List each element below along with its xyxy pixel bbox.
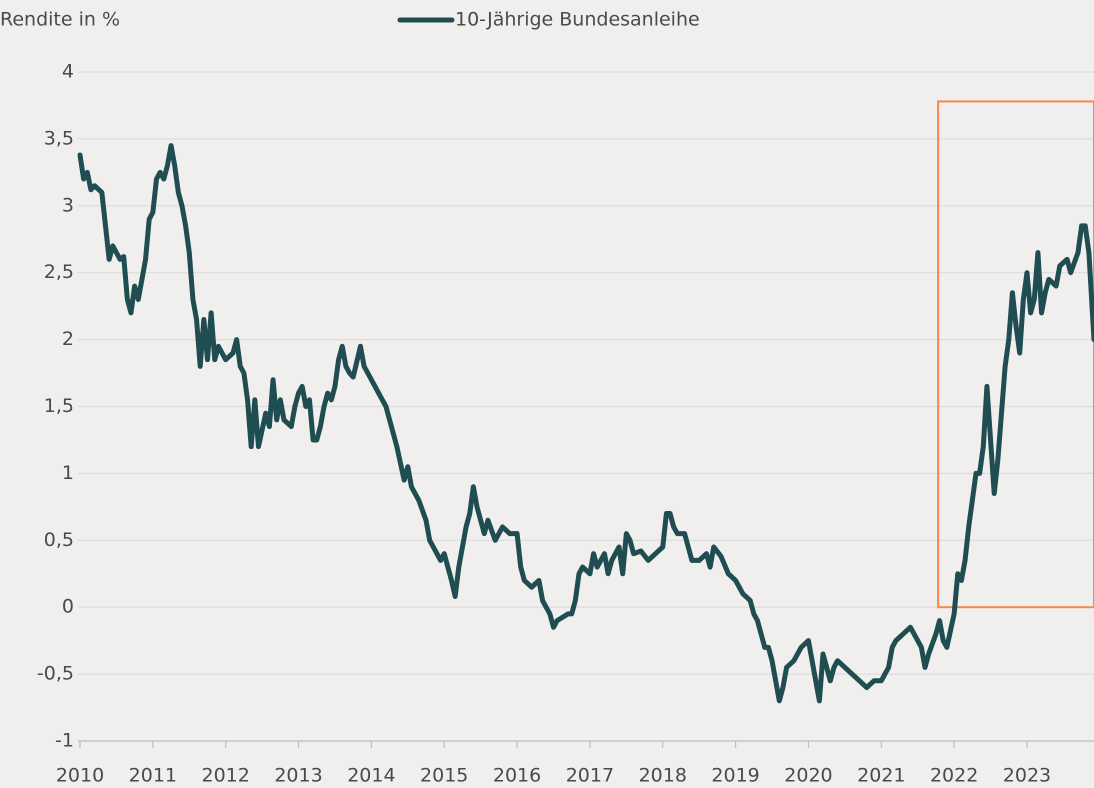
x-tick-label: 2017 bbox=[566, 765, 614, 787]
y-tick-label: 1 bbox=[62, 462, 74, 484]
x-tick-label: 2020 bbox=[784, 765, 832, 787]
x-tick-label: 2019 bbox=[711, 765, 759, 787]
x-tick-label: 2022 bbox=[930, 765, 978, 787]
y-tick-label: 2 bbox=[62, 328, 74, 350]
legend-label: 10-Jährige Bundesanleihe bbox=[455, 9, 700, 31]
x-tick-label: 2010 bbox=[56, 765, 104, 787]
x-tick-label: 2011 bbox=[129, 765, 177, 787]
y-tick-label: 2,5 bbox=[44, 261, 74, 283]
y-tick-label: 3 bbox=[62, 194, 74, 216]
x-tick-label: 2018 bbox=[639, 765, 687, 787]
x-tick-label: 2012 bbox=[202, 765, 250, 787]
x-tick-label: 2016 bbox=[493, 765, 541, 787]
y-tick-label: -1 bbox=[55, 730, 74, 752]
x-tick-label: 2014 bbox=[347, 765, 395, 787]
data-line bbox=[77, 143, 1094, 704]
y-tick-label: -0,5 bbox=[37, 663, 74, 685]
x-tick-label: 2013 bbox=[274, 765, 322, 787]
y-axis-title: Rendite in % bbox=[0, 9, 120, 31]
y-tick-label: 3,5 bbox=[44, 127, 74, 149]
y-tick-label: 0,5 bbox=[44, 529, 74, 551]
x-tick-label: 2023 bbox=[1003, 765, 1051, 787]
y-tick-label: 4 bbox=[62, 61, 74, 83]
x-tick-label: 2021 bbox=[857, 765, 905, 787]
x-tick-label: 2015 bbox=[420, 765, 468, 787]
y-tick-label: 1,5 bbox=[44, 395, 74, 417]
y-tick-label: 0 bbox=[62, 596, 74, 618]
